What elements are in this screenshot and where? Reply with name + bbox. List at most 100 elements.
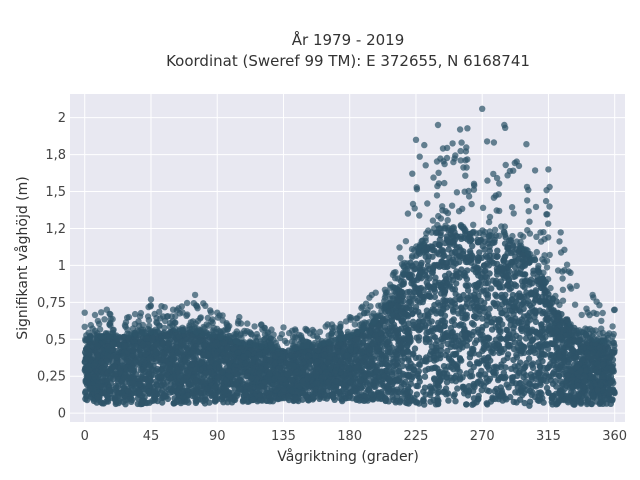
scatter-point [469, 242, 476, 250]
scatter-point [178, 348, 185, 356]
scatter-point [404, 363, 411, 370]
scatter-point [98, 383, 105, 390]
scatter-point [213, 339, 221, 346]
scatter-point [419, 298, 426, 306]
scatter-point [493, 265, 501, 272]
scatter-point [508, 296, 516, 303]
scatter-point [443, 379, 451, 386]
scatter-point [496, 349, 503, 357]
scatter-point [486, 335, 493, 342]
scatter-point [381, 360, 388, 367]
scatter-point [353, 355, 360, 362]
scatter-point [451, 391, 458, 398]
scatter-point [413, 399, 421, 406]
scatter-point [444, 340, 451, 348]
scatter-point [475, 351, 483, 358]
scatter-point [444, 347, 451, 355]
scatter-point [456, 274, 463, 281]
scatter-point [451, 248, 459, 255]
scatter-point [578, 398, 585, 406]
scatter-point [406, 304, 413, 311]
scatter-point [552, 338, 560, 346]
scatter-point [420, 396, 427, 403]
scatter-point [366, 372, 373, 380]
scatter-point [475, 392, 482, 400]
scatter-point [441, 272, 449, 280]
scatter-point [434, 281, 442, 289]
scatter-point [378, 368, 385, 375]
scatter-point [122, 401, 129, 408]
scatter-point [431, 375, 438, 382]
scatter-point [473, 399, 480, 406]
scatter-point [537, 298, 545, 305]
scatter-point [323, 369, 330, 376]
data-points [81, 105, 618, 409]
scatter-point [489, 239, 496, 247]
scatter-point [285, 393, 292, 400]
scatter-point [571, 394, 578, 402]
scatter-point [459, 314, 466, 321]
scatter-point [471, 307, 479, 314]
scatter-point [429, 325, 436, 332]
scatter-point [456, 244, 463, 251]
scatter-point [442, 334, 449, 341]
scatter-point [462, 282, 469, 289]
scatter-point [541, 351, 549, 358]
scatter-point [594, 360, 601, 367]
scatter-point [385, 338, 392, 345]
scatter-point [432, 364, 439, 371]
scatter-point [312, 353, 319, 360]
scatter-point [201, 341, 208, 349]
scatter-point [227, 357, 234, 365]
scatter-point [477, 297, 485, 304]
scatter-point [475, 279, 483, 287]
scatter-point [475, 257, 482, 264]
scatter-point [428, 318, 435, 325]
scatter-point [408, 375, 415, 382]
scatter-point [515, 261, 522, 269]
scatter-point [193, 355, 200, 362]
scatter-point [432, 380, 440, 387]
scatter-point [592, 367, 599, 374]
scatter-point [412, 288, 419, 296]
scatter-point [475, 272, 482, 279]
scatter-point [404, 289, 411, 296]
scatter-point [405, 299, 413, 306]
scatter-point [401, 390, 409, 398]
scatter-point [569, 347, 576, 354]
scatter-point [428, 269, 436, 276]
scatter-point [167, 385, 174, 393]
scatter-point [413, 391, 421, 398]
scatter-point [476, 377, 484, 384]
scatter-point [429, 246, 436, 253]
scatter-point [507, 321, 514, 329]
scatter-point [124, 387, 132, 394]
scatter-point [504, 341, 511, 349]
scatter-point [515, 319, 522, 326]
scatter-point [453, 362, 460, 370]
scatter-point [208, 357, 215, 364]
scatter-point [563, 376, 571, 383]
scatter-point [574, 337, 581, 345]
scatter-point [521, 399, 528, 407]
scatter-point [435, 241, 443, 248]
scatter-point [406, 388, 414, 396]
scatter-point [505, 384, 512, 391]
scatter-point [557, 366, 564, 373]
scatter-point [221, 384, 228, 392]
scatter-point [304, 373, 312, 381]
scatter-point [448, 298, 456, 306]
scatter-point [320, 364, 328, 371]
scatter-point [523, 289, 530, 296]
scatter-point [504, 260, 511, 267]
scatter-point [453, 280, 460, 287]
scatter-point [435, 319, 442, 327]
scatter-point [244, 380, 251, 387]
scatter-point [539, 336, 547, 343]
scatter-point [461, 332, 468, 340]
scatter-point [98, 358, 105, 365]
scatter-point [545, 322, 552, 329]
scatter-point [435, 397, 442, 405]
scatter-point [219, 339, 226, 346]
